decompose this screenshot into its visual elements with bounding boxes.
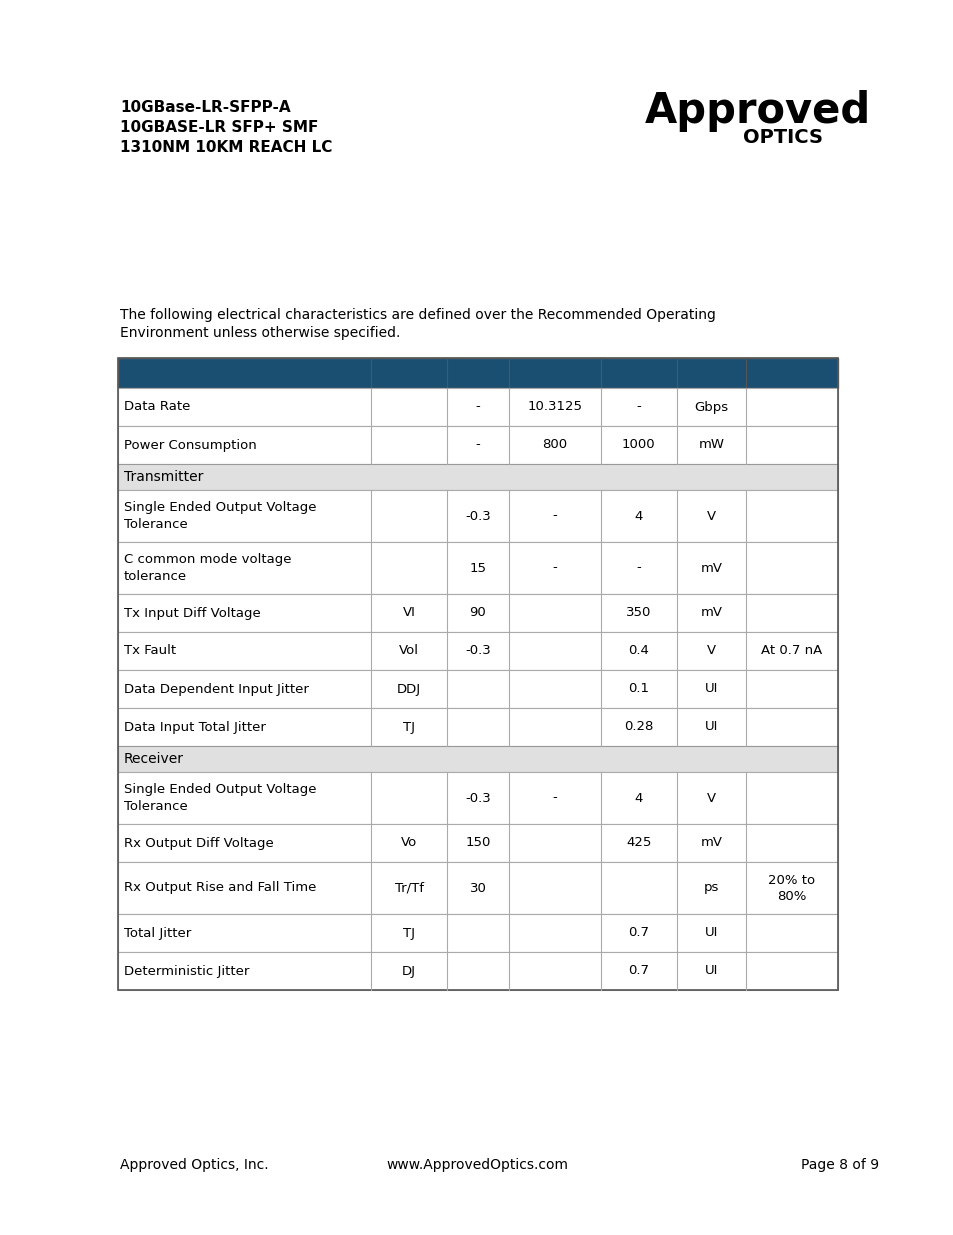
Bar [118,388,837,426]
Text: 10GBASE-LR SFP+ SMF: 10GBASE-LR SFP+ SMF [120,120,318,135]
Text: 1310NM 10KM REACH LC: 1310NM 10KM REACH LC [120,140,332,156]
Text: C common mode voltage: C common mode voltage [124,553,292,567]
Text: Environment unless otherwise specified.: Environment unless otherwise specified. [120,326,400,340]
Bar [118,358,837,990]
Text: Tolerance: Tolerance [124,517,188,531]
Text: 150: 150 [465,836,490,850]
Bar [118,594,837,632]
Text: -: - [636,400,640,414]
Text: V: V [706,510,716,522]
Text: VI: VI [402,606,416,620]
Bar [118,632,837,671]
Bar [118,746,837,772]
Text: Data Dependent Input Jitter: Data Dependent Input Jitter [124,683,309,695]
Text: UI: UI [704,683,718,695]
Text: mV: mV [700,562,721,574]
Text: 4: 4 [634,510,642,522]
Text: -0.3: -0.3 [465,510,491,522]
Text: mV: mV [700,836,721,850]
Text: 4: 4 [634,792,642,804]
Text: 0.7: 0.7 [628,926,649,940]
Bar [118,952,837,990]
Text: 30: 30 [469,882,486,894]
Text: UI: UI [704,720,718,734]
Text: Data Input Total Jitter: Data Input Total Jitter [124,720,266,734]
Bar [118,490,837,542]
Bar [118,914,837,952]
Text: Tx Input Diff Voltage: Tx Input Diff Voltage [124,606,260,620]
Bar [118,426,837,464]
Text: -: - [636,562,640,574]
Bar [118,824,837,862]
Bar [118,358,837,388]
Text: 350: 350 [625,606,651,620]
Text: -: - [552,792,557,804]
Text: 90: 90 [469,606,486,620]
Text: TJ: TJ [402,926,415,940]
Text: Gbps: Gbps [694,400,728,414]
Text: -: - [476,400,480,414]
Text: V: V [706,645,716,657]
Text: 0.1: 0.1 [628,683,649,695]
Text: Single Ended Output Voltage: Single Ended Output Voltage [124,783,316,797]
Text: mW: mW [698,438,724,452]
Text: UI: UI [704,965,718,977]
Text: 10.3125: 10.3125 [527,400,581,414]
Text: Tx Fault: Tx Fault [124,645,176,657]
Text: Tr/Tf: Tr/Tf [395,882,423,894]
Text: Page 8 of 9: Page 8 of 9 [801,1158,878,1172]
Text: -: - [552,562,557,574]
Text: 800: 800 [541,438,567,452]
Bar [118,671,837,708]
Text: Data Rate: Data Rate [124,400,191,414]
Text: 0.7: 0.7 [628,965,649,977]
Text: 1000: 1000 [621,438,655,452]
Text: At 0.7 nA: At 0.7 nA [760,645,821,657]
Text: Single Ended Output Voltage: Single Ended Output Voltage [124,501,316,515]
Text: Approved: Approved [644,90,870,132]
Text: Transmitter: Transmitter [124,471,203,484]
Text: Rx Output Rise and Fall Time: Rx Output Rise and Fall Time [124,882,316,894]
Text: Receiver: Receiver [124,752,184,766]
Text: tolerance: tolerance [124,569,187,583]
Text: -: - [552,510,557,522]
Text: Power Consumption: Power Consumption [124,438,256,452]
Text: Deterministic Jitter: Deterministic Jitter [124,965,249,977]
Text: V: V [706,792,716,804]
Text: Approved Optics, Inc.: Approved Optics, Inc. [120,1158,269,1172]
Text: Rx Output Diff Voltage: Rx Output Diff Voltage [124,836,274,850]
Text: 0.28: 0.28 [623,720,653,734]
Text: www.ApprovedOptics.com: www.ApprovedOptics.com [386,1158,567,1172]
Text: The following electrical characteristics are defined over the Recommended Operat: The following electrical characteristics… [120,308,715,322]
Text: Total Jitter: Total Jitter [124,926,191,940]
Text: 80%: 80% [777,889,806,903]
Bar [118,772,837,824]
Bar [118,542,837,594]
Text: mV: mV [700,606,721,620]
Text: -0.3: -0.3 [465,792,491,804]
Text: UI: UI [704,926,718,940]
Text: Vol: Vol [398,645,418,657]
Text: Vo: Vo [400,836,416,850]
Bar [118,464,837,490]
Text: 10GBase-LR-SFPP-A: 10GBase-LR-SFPP-A [120,100,291,115]
Text: 15: 15 [469,562,486,574]
Text: TJ: TJ [402,720,415,734]
Bar [118,708,837,746]
Text: ps: ps [703,882,719,894]
Text: OPTICS: OPTICS [742,128,822,147]
Text: Tolerance: Tolerance [124,799,188,813]
Text: -: - [476,438,480,452]
Text: 425: 425 [625,836,651,850]
Text: -0.3: -0.3 [465,645,491,657]
Bar [118,862,837,914]
Text: DDJ: DDJ [396,683,420,695]
Text: 0.4: 0.4 [628,645,649,657]
Text: DJ: DJ [401,965,416,977]
Text: 20% to: 20% to [768,873,815,887]
